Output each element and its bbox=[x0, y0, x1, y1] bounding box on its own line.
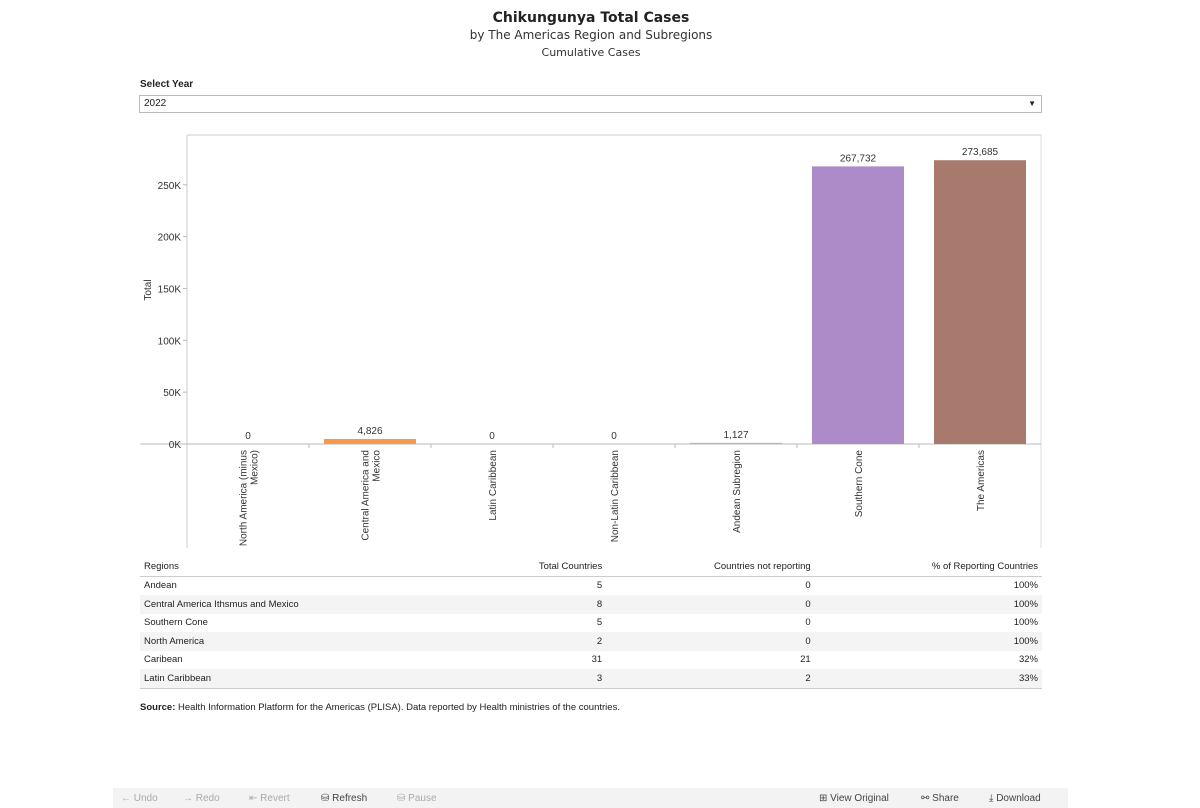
revert-button[interactable]: ⇤ Revert bbox=[249, 793, 290, 804]
y-tick-label: 150K bbox=[158, 284, 182, 295]
table-cell: 100% bbox=[814, 595, 1042, 614]
table-cell: 31 bbox=[591, 654, 603, 666]
bar bbox=[324, 438, 416, 444]
table-cell: 2 bbox=[606, 669, 815, 689]
source-label: Source: bbox=[140, 702, 176, 713]
y-tick-label: 100K bbox=[158, 336, 182, 347]
table-cell: 5 bbox=[596, 580, 603, 592]
table-cell: 32% bbox=[1018, 654, 1038, 666]
chart-subtitle-2: Cumulative Cases bbox=[541, 46, 641, 59]
table-row: Central America Ithsmus and Mexico 8 0 100% bbox=[140, 595, 1042, 614]
table-row: Latin Caribbean 3 2 33% bbox=[140, 669, 1042, 689]
table-cell: 21 bbox=[800, 654, 811, 666]
share-button[interactable]: ⚯ Share bbox=[921, 793, 959, 804]
table-cell: 8 bbox=[464, 595, 607, 614]
table-cell: Latin Caribbean bbox=[140, 669, 465, 689]
year-filter-label: Select Year bbox=[140, 79, 194, 90]
col-header: Total Countries bbox=[464, 557, 607, 577]
category-label: Southern Cone bbox=[854, 450, 865, 518]
category-label: Latin Caribbean bbox=[488, 450, 499, 521]
table-cell: 0 bbox=[805, 580, 811, 592]
table-cell: 5 bbox=[596, 617, 603, 629]
data-label: 0 bbox=[611, 431, 617, 442]
source-text: Health Information Platform for the Amer… bbox=[175, 702, 620, 713]
data-label: 4,826 bbox=[357, 426, 382, 437]
table-cell: 33% bbox=[814, 669, 1042, 689]
table-cell: 100% bbox=[814, 632, 1042, 651]
table-row: Caribean 31 21 32% bbox=[140, 651, 1042, 670]
table-cell: Southern Cone bbox=[144, 617, 208, 629]
data-label: 0 bbox=[489, 431, 495, 442]
y-tick-label: 50K bbox=[163, 388, 181, 399]
year-select[interactable]: 2022 ▼ bbox=[139, 95, 1042, 113]
bar bbox=[690, 442, 782, 444]
source-note: Source: Health Information Platform for … bbox=[140, 702, 620, 713]
chart-subtitle: by The Americas Region and Subregions bbox=[469, 28, 713, 42]
y-tick-label: 0K bbox=[169, 440, 182, 451]
table-cell: North America bbox=[140, 632, 465, 651]
col-header: % of Reporting Countries bbox=[814, 557, 1042, 577]
undo-button[interactable]: ← Undo bbox=[121, 793, 158, 804]
table-cell: 0 bbox=[606, 632, 815, 651]
table-cell: Andean bbox=[144, 580, 177, 592]
category-label: Andean Subregion bbox=[732, 450, 743, 533]
table-row: Southern Cone 5 0 100% bbox=[140, 614, 1042, 633]
category-label: Central America andMexico bbox=[361, 450, 383, 541]
pause-button[interactable]: ⛁ Pause bbox=[397, 793, 437, 804]
table-row: North America 2 0 100% bbox=[140, 632, 1042, 651]
table-row: Andean 5 0 100% bbox=[140, 576, 1042, 595]
table-cell: 0 bbox=[606, 595, 815, 614]
table-cell: Central America Ithsmus and Mexico bbox=[140, 595, 465, 614]
table-cell: 2 bbox=[464, 632, 607, 651]
data-label: 267,732 bbox=[840, 153, 877, 164]
data-label: 0 bbox=[245, 431, 251, 442]
table-cell: 100% bbox=[1013, 580, 1038, 592]
table-cell: 0 bbox=[805, 617, 811, 629]
toolbar: ← Undo → Redo ⇤ Revert ⛁ Refresh ⛁ Pause… bbox=[113, 788, 1068, 808]
table-cell: 100% bbox=[1013, 617, 1038, 629]
y-axis-label: Total bbox=[143, 279, 154, 300]
chart-title: Chikungunya Total Cases bbox=[492, 10, 690, 26]
category-label: Non-Latin Caribbean bbox=[610, 450, 621, 542]
year-select-value: 2022 bbox=[144, 98, 167, 109]
category-label: North America (minusMexico) bbox=[239, 450, 261, 546]
bar bbox=[812, 166, 904, 445]
download-button[interactable]: ⤓ Download bbox=[989, 793, 1041, 804]
bar-chart: 0K 50K 100K 150K 200K 250K Total 0 North America… bbox=[140, 134, 1042, 548]
regions-table: Regions Total Countries Countries not re… bbox=[140, 557, 1042, 689]
refresh-button[interactable]: ⛁ Refresh bbox=[321, 793, 368, 804]
y-tick-label: 250K bbox=[158, 181, 182, 192]
bar bbox=[934, 160, 1026, 445]
redo-button[interactable]: → Redo bbox=[183, 793, 220, 804]
table-cell: Caribean bbox=[144, 654, 183, 666]
data-label: 1,127 bbox=[723, 430, 748, 441]
view-original-button[interactable]: ⊞ View Original bbox=[819, 793, 889, 804]
y-tick-label: 200K bbox=[158, 233, 182, 244]
chevron-down-icon: ▼ bbox=[1028, 99, 1036, 108]
col-header: Regions bbox=[140, 557, 465, 577]
table-cell: 3 bbox=[464, 669, 607, 689]
data-label: 273,685 bbox=[962, 147, 999, 158]
col-header: Countries not reporting bbox=[606, 557, 815, 577]
category-label: The Americas bbox=[976, 450, 987, 511]
